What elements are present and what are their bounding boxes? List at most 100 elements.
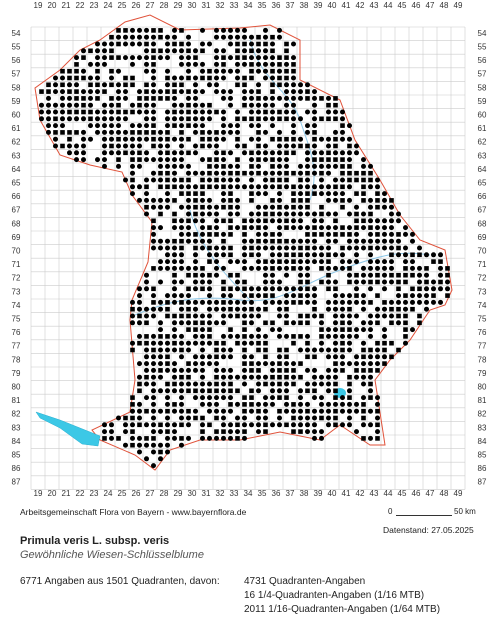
record-dot (165, 191, 170, 197)
record-dot (228, 129, 233, 135)
record-dot (207, 109, 212, 115)
column-label: 44 (384, 489, 393, 498)
record-square (172, 211, 177, 217)
record-square (151, 62, 156, 67)
record-square (214, 388, 219, 394)
record-square (228, 232, 233, 237)
record-square (361, 170, 366, 176)
record-dot (326, 109, 331, 115)
record-dot (193, 408, 198, 414)
record-dot (228, 55, 233, 61)
record-dot (102, 163, 107, 169)
record-dot (277, 129, 282, 135)
record-dot (179, 340, 184, 346)
record-square (235, 422, 240, 428)
record-dot (326, 415, 331, 421)
record-square (158, 449, 163, 455)
record-dot (312, 408, 317, 414)
record-dot (368, 184, 373, 190)
record-dot (214, 55, 219, 61)
record-square (186, 48, 191, 54)
record-dot (221, 48, 226, 54)
record-dot (312, 347, 317, 353)
record-dot (256, 293, 261, 299)
record-square (263, 347, 268, 353)
record-dot (109, 102, 114, 108)
record-dot (347, 333, 352, 339)
record-square (165, 184, 170, 190)
record-square (186, 75, 191, 81)
record-dot (123, 41, 128, 47)
record-dot (158, 279, 163, 285)
record-square (333, 388, 338, 394)
record-square (214, 340, 219, 346)
record-dot (193, 218, 198, 224)
record-dot (326, 231, 331, 237)
record-square (284, 48, 289, 54)
common-name: Gewöhnliche Wiesen-Schlüsselblume (20, 549, 204, 561)
record-dot (214, 68, 219, 74)
record-dot (214, 401, 219, 407)
record-square (207, 388, 212, 394)
record-square (340, 320, 345, 326)
record-dot (151, 68, 156, 74)
record-square (284, 252, 289, 258)
row-label: 82 (12, 410, 21, 419)
record-dot (354, 327, 359, 333)
record-dot (151, 442, 156, 448)
record-dot (235, 401, 240, 407)
record-dot (95, 123, 100, 129)
record-square (277, 361, 282, 366)
record-dot (116, 150, 121, 156)
record-dot (165, 116, 170, 122)
record-dot (235, 197, 240, 203)
record-square (144, 374, 149, 380)
record-dot (305, 429, 310, 435)
column-label: 25 (118, 1, 127, 10)
record-dot (389, 265, 394, 271)
record-dot (375, 265, 380, 271)
record-dot (179, 259, 184, 265)
record-dot (81, 68, 86, 74)
record-dot (242, 34, 247, 40)
record-square (235, 272, 240, 278)
record-dot (60, 102, 65, 108)
record-dot (200, 68, 205, 74)
record-dot (235, 123, 240, 129)
record-dot (403, 306, 408, 312)
record-dot (116, 116, 121, 122)
record-square (207, 170, 212, 176)
record-square (305, 279, 310, 285)
record-dot (284, 102, 289, 108)
record-dot (305, 333, 310, 339)
record-dot (172, 374, 177, 380)
record-square (270, 198, 275, 203)
record-square (228, 191, 233, 196)
record-dot (214, 245, 219, 251)
record-dot (249, 299, 254, 305)
record-dot (340, 395, 345, 401)
record-dot (340, 129, 345, 135)
record-dot (340, 333, 345, 339)
record-dot (228, 299, 233, 305)
record-square (361, 402, 366, 407)
record-square (144, 184, 149, 190)
record-square (333, 143, 338, 149)
record-dot (193, 75, 198, 81)
record-dot (333, 327, 338, 333)
record-dot (368, 313, 373, 319)
record-dot (263, 408, 268, 414)
record-dot (200, 102, 205, 108)
record-dot (193, 286, 198, 292)
record-dot (179, 401, 184, 407)
record-square (81, 102, 86, 108)
record-dot (221, 231, 226, 237)
record-dot (193, 170, 198, 176)
record-square (312, 306, 317, 312)
record-dot (158, 129, 163, 135)
record-dot (123, 95, 128, 101)
record-square (340, 184, 345, 190)
record-dot (67, 102, 72, 108)
record-square (81, 96, 86, 101)
record-square (130, 395, 135, 400)
